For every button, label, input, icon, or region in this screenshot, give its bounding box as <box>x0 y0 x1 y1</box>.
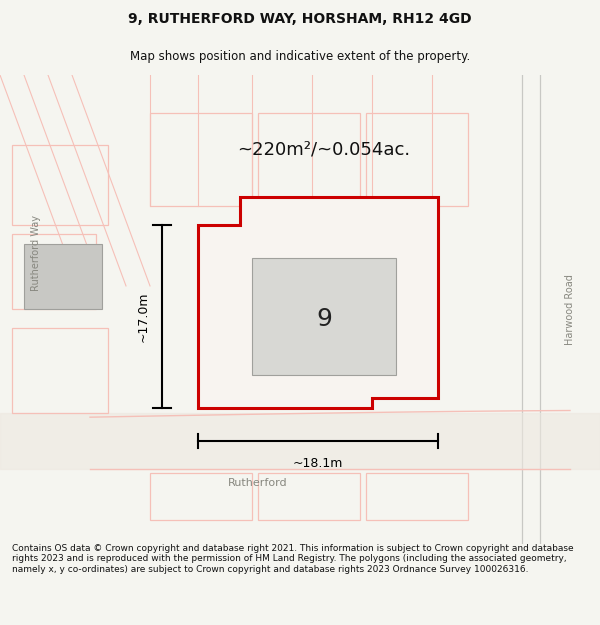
Text: 9, RUTHERFORD WAY, HORSHAM, RH12 4GD: 9, RUTHERFORD WAY, HORSHAM, RH12 4GD <box>128 12 472 26</box>
Text: Map shows position and indicative extent of the property.: Map shows position and indicative extent… <box>130 50 470 62</box>
Text: ~220m²/~0.054ac.: ~220m²/~0.054ac. <box>238 141 410 159</box>
Text: ~17.0m: ~17.0m <box>137 291 150 342</box>
Text: Rutherford: Rutherford <box>228 478 288 488</box>
Polygon shape <box>24 244 102 309</box>
Text: ~18.1m: ~18.1m <box>293 457 343 470</box>
Polygon shape <box>198 197 438 408</box>
Polygon shape <box>252 258 396 375</box>
Text: Harwood Road: Harwood Road <box>565 274 575 345</box>
Text: Contains OS data © Crown copyright and database right 2021. This information is : Contains OS data © Crown copyright and d… <box>12 544 574 574</box>
Text: Rutherford Way: Rutherford Way <box>31 215 41 291</box>
Text: 9: 9 <box>316 307 332 331</box>
